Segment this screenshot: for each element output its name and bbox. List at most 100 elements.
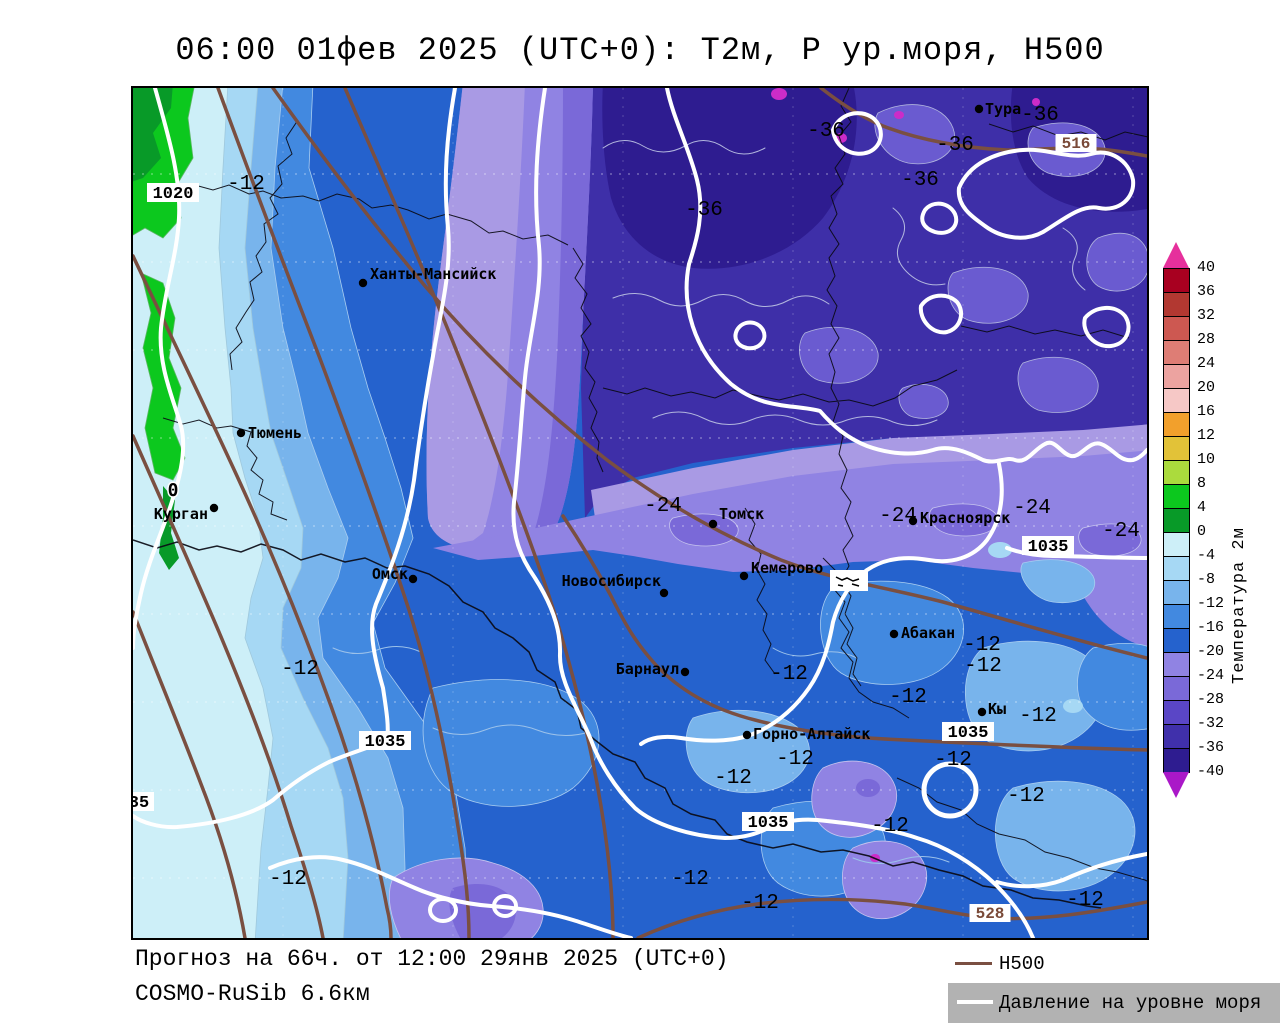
colorbar-tick: 28 — [1197, 331, 1216, 348]
pressure-label-box — [1022, 536, 1074, 555]
isotherm-label: -12 — [714, 767, 752, 790]
city-label: Кы — [988, 700, 1006, 718]
city-label: Тура — [985, 100, 1021, 118]
isotherm-label: -12 — [871, 815, 909, 838]
isotherm-label: -12 — [934, 749, 972, 772]
model-caption: COSMO-RuSib 6.6км — [135, 981, 370, 1007]
colorbar-tick: -4 — [1197, 547, 1216, 564]
weather-map: 1020 1035 35 1035 1035 1035 516 528 -12 -36 -36 -… — [133, 88, 1147, 938]
colorbar-tick: -32 — [1197, 715, 1225, 732]
city-label: Барнаул — [616, 660, 679, 678]
colorbar-tick: 8 — [1197, 475, 1207, 492]
colorbar-tick: 12 — [1197, 427, 1216, 444]
isotherm-label: -12 — [1007, 785, 1045, 808]
pressure-label-box — [147, 183, 199, 202]
graticule-lines — [133, 88, 1147, 938]
colorbar-tick: 20 — [1197, 379, 1216, 396]
map-frame: 1020 1035 35 1035 1035 1035 516 528 -12 -36 -36 -… — [131, 86, 1149, 940]
pressure-label-box — [742, 812, 794, 831]
city-label: Ханты-Мансийск — [370, 265, 496, 283]
colorbar-block — [1163, 700, 1190, 725]
pressure-label: 1020 — [153, 185, 194, 204]
colorbar-arrow-bottom — [1163, 772, 1189, 798]
city-label: Тюмень — [248, 424, 302, 442]
colorbar-block — [1163, 556, 1190, 581]
city-dot — [680, 667, 690, 677]
colorbar-block — [1163, 532, 1190, 557]
isotherm-label: -36 — [1021, 104, 1059, 127]
city-dot — [358, 278, 368, 288]
isotherm-label: -12 — [227, 173, 265, 196]
h500-label-box — [1055, 134, 1097, 152]
pressure-label: 1035 — [748, 814, 789, 833]
colorbar-tick: 0 — [1197, 523, 1207, 540]
pressure-legend-label: Давление на уровне моря — [999, 992, 1262, 1014]
h500-label: 528 — [976, 905, 1005, 923]
isotherm-label: -12 — [964, 655, 1002, 678]
colorbar-tick: -8 — [1197, 571, 1216, 588]
isotherm-label: -12 — [1019, 705, 1057, 728]
colorbar-block — [1163, 748, 1190, 773]
colorbar-block — [1163, 268, 1190, 293]
city-dot — [209, 503, 219, 513]
colorbar-block — [1163, 436, 1190, 461]
pressure-label: 35 — [133, 794, 149, 813]
isotherm-label: -12 — [741, 892, 779, 915]
pressure-label: 1035 — [365, 733, 406, 752]
city-dot — [742, 730, 752, 740]
colorbar-tick: -40 — [1197, 763, 1225, 780]
isotherm-labels: -12-36-36-36-36-36-24 -24 -24-24-12 -12-12-… — [166, 104, 1140, 915]
city-dot — [708, 519, 718, 529]
colorbar-tick: 4 — [1197, 499, 1207, 516]
colorbar-tick: -36 — [1197, 739, 1225, 756]
city-dot — [408, 574, 418, 584]
forecast-caption: Прогноз на 66ч. от 12:00 29янв 2025 (UTC… — [135, 946, 729, 972]
colorbar-block — [1163, 460, 1190, 485]
isotherm-label: -12 — [776, 748, 814, 771]
clipped-label-box — [830, 570, 868, 591]
pressure-label-box — [133, 792, 154, 811]
colorbar-tick: 40 — [1197, 259, 1216, 276]
city-dot — [659, 588, 669, 598]
zero-isotherm-label: 0 — [168, 480, 179, 501]
colorbar-block — [1163, 508, 1190, 533]
colorbar-block — [1163, 484, 1190, 509]
h500-legend-line — [955, 962, 992, 965]
colorbar-block — [1163, 652, 1190, 677]
h500-labels: 516 528 — [969, 134, 1097, 923]
pressure-labels: 1020 1035 35 1035 1035 1035 — [133, 183, 1074, 833]
pressure-legend-line — [957, 1000, 993, 1004]
isotherm-label: -36 — [936, 134, 974, 157]
isotherm-label: -24 — [1013, 497, 1051, 520]
colorbar-block — [1163, 676, 1190, 701]
isotherm-label: -12 — [671, 868, 709, 891]
city-dot — [974, 104, 984, 114]
temperature-fill-regions — [133, 88, 1147, 938]
colorbar-block — [1163, 316, 1190, 341]
colorbar-tick: -12 — [1197, 595, 1225, 612]
colorbar-tick: -16 — [1197, 619, 1225, 636]
colorbar-block — [1163, 724, 1190, 749]
city-label: Абакан — [901, 624, 955, 642]
city-dot — [908, 516, 918, 526]
colorbar-block — [1163, 412, 1190, 437]
isotherm-label: -12 — [963, 634, 1001, 657]
isotherm-label: -12 — [770, 663, 808, 686]
city-label: Горно-Алтайск — [753, 725, 870, 743]
isotherm-label: -12 — [281, 658, 319, 681]
colorbar-block — [1163, 580, 1190, 605]
h500-label: 516 — [1062, 135, 1091, 153]
isotherm-label: -12 — [269, 868, 307, 891]
isotherm-label: -24 — [644, 495, 682, 518]
colorbar-block — [1163, 604, 1190, 629]
city-label: Томск — [719, 505, 764, 523]
colorbar-arrow-top — [1163, 242, 1189, 268]
city-dot — [236, 428, 246, 438]
colorbar-tick: -20 — [1197, 643, 1225, 660]
colorbar-tick: 10 — [1197, 451, 1216, 468]
h500-label-box — [969, 904, 1011, 922]
colorbar-block — [1163, 388, 1190, 413]
city-label: Кемерово — [751, 559, 823, 577]
pressure-label: 1035 — [948, 724, 989, 743]
